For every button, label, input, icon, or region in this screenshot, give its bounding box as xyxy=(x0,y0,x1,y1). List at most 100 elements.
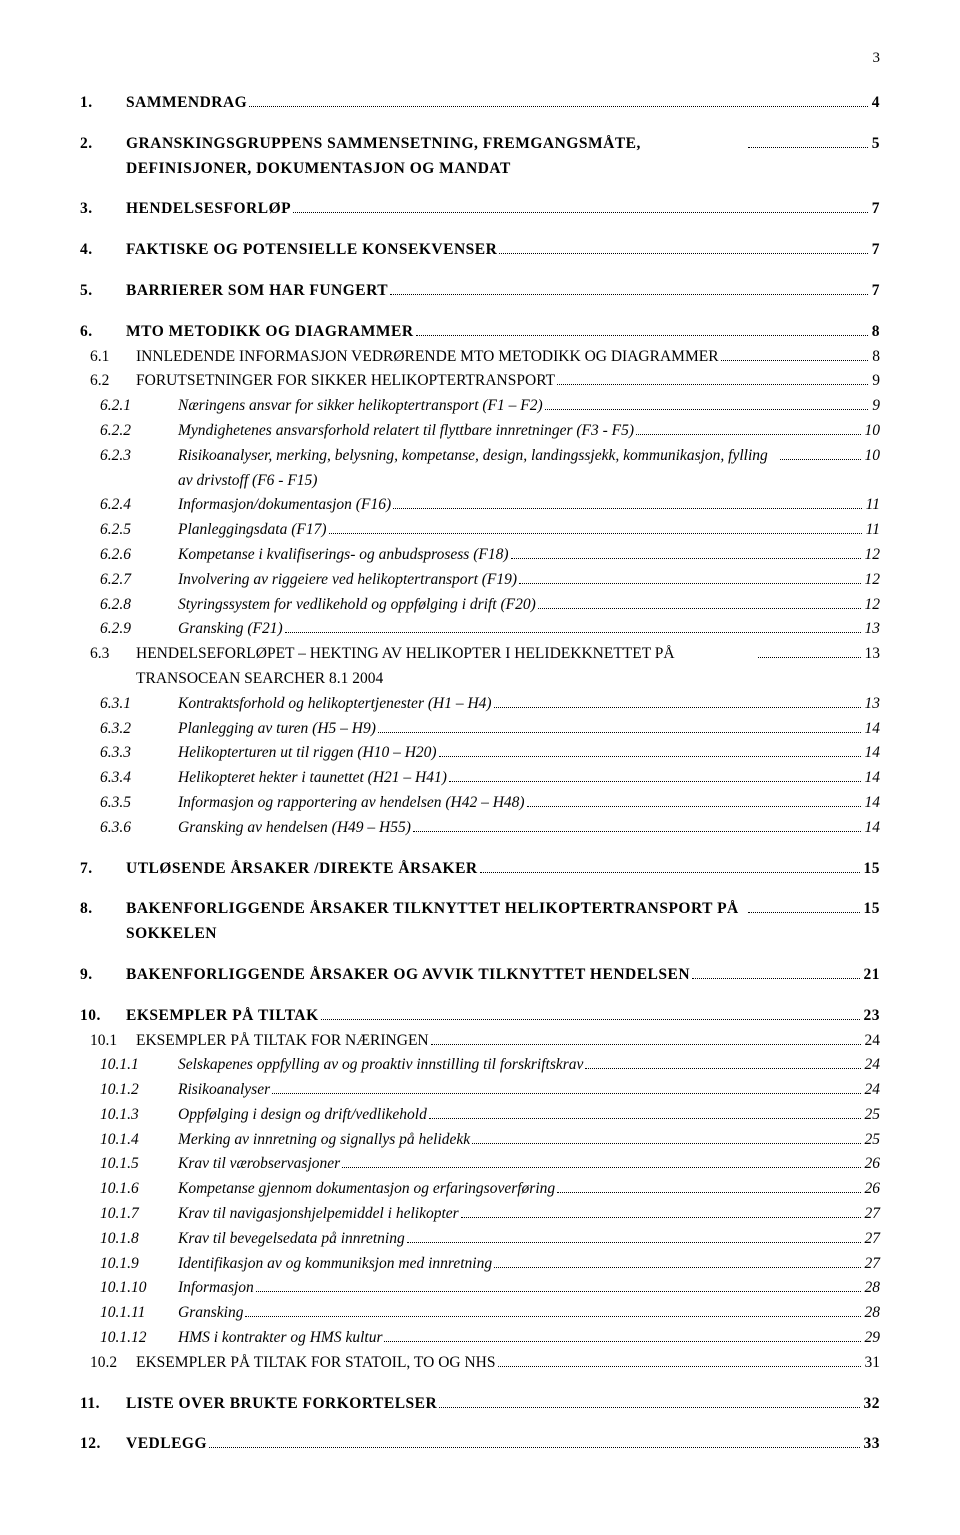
toc-entry-page: 15 xyxy=(864,897,881,922)
toc-entry-label: UTLØSENDE ÅRSAKER /DIREKTE ÅRSAKER xyxy=(126,857,478,882)
toc-entry-number: 10.1.7 xyxy=(100,1202,172,1227)
toc-entry-label: Gransking xyxy=(178,1301,243,1326)
toc-entry-page: 23 xyxy=(864,1004,881,1029)
toc-entry-number: 6.3.6 xyxy=(100,816,172,841)
toc-entry-label: INNLEDENDE INFORMASJON VEDRØRENDE MTO ME… xyxy=(136,345,719,370)
toc-entry-page: 10 xyxy=(865,419,881,444)
toc-entry-page: 14 xyxy=(865,766,881,791)
toc-entry: 6.2.5Planleggingsdata (F17)11 xyxy=(80,518,880,543)
toc-entry-number: 6.2.5 xyxy=(100,518,172,543)
toc-entry-page: 26 xyxy=(865,1152,881,1177)
toc-leader xyxy=(429,1118,861,1119)
toc-entry-label: HMS i kontrakter og HMS kultur xyxy=(178,1326,382,1351)
toc-entry-label: Risikoanalyser, merking, belysning, komp… xyxy=(178,444,778,494)
toc-leader xyxy=(461,1217,861,1218)
toc-leader xyxy=(342,1167,860,1168)
toc-entry-page: 10 xyxy=(865,444,881,469)
toc-entry: 10.2EKSEMPLER PÅ TILTAK FOR STATOIL, TO … xyxy=(80,1351,880,1376)
toc-entry: 12.VEDLEGG33 xyxy=(80,1432,880,1457)
toc-leader xyxy=(519,583,860,584)
toc-leader xyxy=(321,1019,860,1020)
toc-entry-number: 10.1.5 xyxy=(100,1152,172,1177)
toc-entry: 10.1.9Identifikasjon av og kommuniksjon … xyxy=(80,1252,880,1277)
toc-leader xyxy=(209,1447,859,1448)
toc-entry: 6.2.7Involvering av riggeiere ved heliko… xyxy=(80,568,880,593)
toc-entry-label: Myndighetenes ansvarsforhold relatert ti… xyxy=(178,419,634,444)
toc-entry: 6.3.5Informasjon og rapportering av hend… xyxy=(80,791,880,816)
toc-entry-number: 12. xyxy=(80,1432,120,1457)
toc-entry-label: Styringssystem for vedlikehold og oppføl… xyxy=(178,593,536,618)
toc-leader xyxy=(480,872,860,873)
toc-entry-label: Helikopteret hekter i taunettet (H21 – H… xyxy=(178,766,447,791)
toc-leader xyxy=(431,1044,861,1045)
toc-entry-label: BARRIERER SOM HAR FUNGERT xyxy=(126,279,388,304)
toc-entry-label: Gransking av hendelsen (H49 – H55) xyxy=(178,816,411,841)
toc-entry-number: 10.2 xyxy=(90,1351,130,1376)
toc-entry: 9.BAKENFORLIGGENDE ÅRSAKER OG AVVIK TILK… xyxy=(80,963,880,988)
toc-entry-label: FORUTSETNINGER FOR SIKKER HELIKOPTERTRAN… xyxy=(136,369,555,394)
toc-leader xyxy=(416,335,868,336)
toc-entry-number: 6.3.5 xyxy=(100,791,172,816)
toc-entry-page: 14 xyxy=(865,816,881,841)
toc-leader xyxy=(545,409,869,410)
toc-leader xyxy=(758,657,861,658)
toc-leader xyxy=(585,1068,860,1069)
toc-entry-page: 13 xyxy=(865,642,881,667)
toc-entry: 10.1.12HMS i kontrakter og HMS kultur29 xyxy=(80,1326,880,1351)
toc-entry-label: Helikopterturen ut til riggen (H10 – H20… xyxy=(178,741,437,766)
toc-entry-number: 10.1.10 xyxy=(100,1276,172,1301)
toc-entry-label: GRANSKINGSGRUPPENS SAMMENSETNING, FREMGA… xyxy=(126,132,746,182)
toc-entry: 6.3.4Helikopteret hekter i taunettet (H2… xyxy=(80,766,880,791)
toc-entry-page: 12 xyxy=(865,568,881,593)
toc-entry-label: Merking av innretning og signallys på he… xyxy=(178,1128,470,1153)
toc-entry-label: Krav til navigasjonshjelpemiddel i helik… xyxy=(178,1202,459,1227)
toc-leader xyxy=(721,360,869,361)
page-number: 3 xyxy=(80,50,880,67)
toc-entry-label: Kompetanse i kvalifiserings- og anbudspr… xyxy=(178,543,509,568)
toc-leader xyxy=(494,707,861,708)
toc-entry-number: 6.3.2 xyxy=(100,717,172,742)
toc-entry: 6.2.6Kompetanse i kvalifiserings- og anb… xyxy=(80,543,880,568)
toc-entry: 7.UTLØSENDE ÅRSAKER /DIREKTE ÅRSAKER15 xyxy=(80,857,880,882)
toc-entry-number: 10. xyxy=(80,1004,120,1029)
toc-entry: 10.1.3Oppfølging i design og drift/vedli… xyxy=(80,1103,880,1128)
toc-entry: 6.3HENDELSEFORLØPET – HEKTING AV HELIKOP… xyxy=(80,642,880,692)
toc-entry-number: 6.2.2 xyxy=(100,419,172,444)
toc-container: 1.SAMMENDRAG42.GRANSKINGSGRUPPENS SAMMEN… xyxy=(80,91,880,1457)
toc-entry-number: 4. xyxy=(80,238,120,263)
toc-entry-label: HENDELSEFORLØPET – HEKTING AV HELIKOPTER… xyxy=(136,642,756,692)
toc-entry-page: 5 xyxy=(872,132,880,157)
toc-entry-number: 10.1.8 xyxy=(100,1227,172,1252)
toc-entry-page: 12 xyxy=(865,543,881,568)
toc-leader xyxy=(557,1192,860,1193)
toc-entry-page: 14 xyxy=(865,741,881,766)
toc-entry-label: Selskapenes oppfylling av og proaktiv in… xyxy=(178,1053,583,1078)
toc-entry-label: Kompetanse gjennom dokumentasjon og erfa… xyxy=(178,1177,555,1202)
toc-entry-label: Gransking (F21) xyxy=(178,617,283,642)
toc-entry: 5.BARRIERER SOM HAR FUNGERT7 xyxy=(80,279,880,304)
toc-entry: 6.2.3Risikoanalyser, merking, belysning,… xyxy=(80,444,880,494)
toc-entry-number: 8. xyxy=(80,897,120,922)
toc-entry-label: Krav til værobservasjoner xyxy=(178,1152,340,1177)
toc-entry-page: 27 xyxy=(865,1252,881,1277)
toc-entry-number: 6.3 xyxy=(90,642,130,667)
toc-entry: 6.MTO METODIKK OG DIAGRAMMER8 xyxy=(80,320,880,345)
toc-entry-label: Informasjon xyxy=(178,1276,254,1301)
toc-entry-number: 6.3.4 xyxy=(100,766,172,791)
toc-entry: 6.2FORUTSETNINGER FOR SIKKER HELIKOPTERT… xyxy=(80,369,880,394)
toc-leader xyxy=(272,1093,860,1094)
toc-entry-label: EKSEMPLER PÅ TILTAK FOR NÆRINGEN xyxy=(136,1029,429,1054)
toc-entry-number: 6.2.7 xyxy=(100,568,172,593)
toc-leader xyxy=(439,756,861,757)
toc-entry-number: 6. xyxy=(80,320,120,345)
toc-leader xyxy=(329,533,862,534)
toc-leader xyxy=(472,1143,860,1144)
toc-entry-page: 7 xyxy=(872,197,880,222)
toc-leader xyxy=(499,253,867,254)
toc-entry: 10.1.8Krav til bevegelsedata på innretni… xyxy=(80,1227,880,1252)
toc-entry-label: SAMMENDRAG xyxy=(126,91,247,116)
toc-leader xyxy=(390,294,868,295)
toc-entry-label: MTO METODIKK OG DIAGRAMMER xyxy=(126,320,414,345)
toc-entry-label: Informasjon/dokumentasjon (F16) xyxy=(178,493,391,518)
toc-leader xyxy=(780,459,861,460)
